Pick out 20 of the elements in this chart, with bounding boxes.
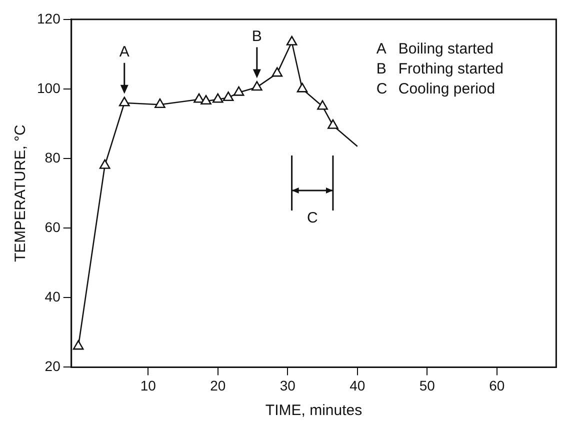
- x-tick-label: 50: [419, 377, 436, 394]
- x-tick-label: 40: [350, 377, 366, 394]
- y-tick-label: 60: [44, 218, 61, 235]
- y-tick-label: 120: [37, 10, 61, 26]
- annotation: A Boiling started: [376, 40, 494, 58]
- x-tick-label: 20: [210, 377, 226, 394]
- x-tick-label: 60: [489, 377, 505, 394]
- x-tick-label: 30: [280, 377, 296, 394]
- annotation: C Cooling period: [376, 80, 496, 98]
- y-tick-label: 80: [44, 149, 61, 166]
- y-tick-label: 100: [37, 80, 61, 96]
- y-axis-title: TEMPERATURE, °C: [12, 124, 30, 262]
- y-tick-label: 20: [44, 358, 61, 374]
- annotation: A: [119, 44, 130, 61]
- annotation: C: [306, 210, 318, 227]
- x-axis-title: TIME, minutes: [265, 402, 362, 420]
- annotation: B: [252, 28, 262, 45]
- annotation: B Frothing started: [376, 60, 504, 78]
- x-tick-label: 10: [140, 377, 156, 394]
- y-tick-label: 40: [44, 288, 61, 304]
